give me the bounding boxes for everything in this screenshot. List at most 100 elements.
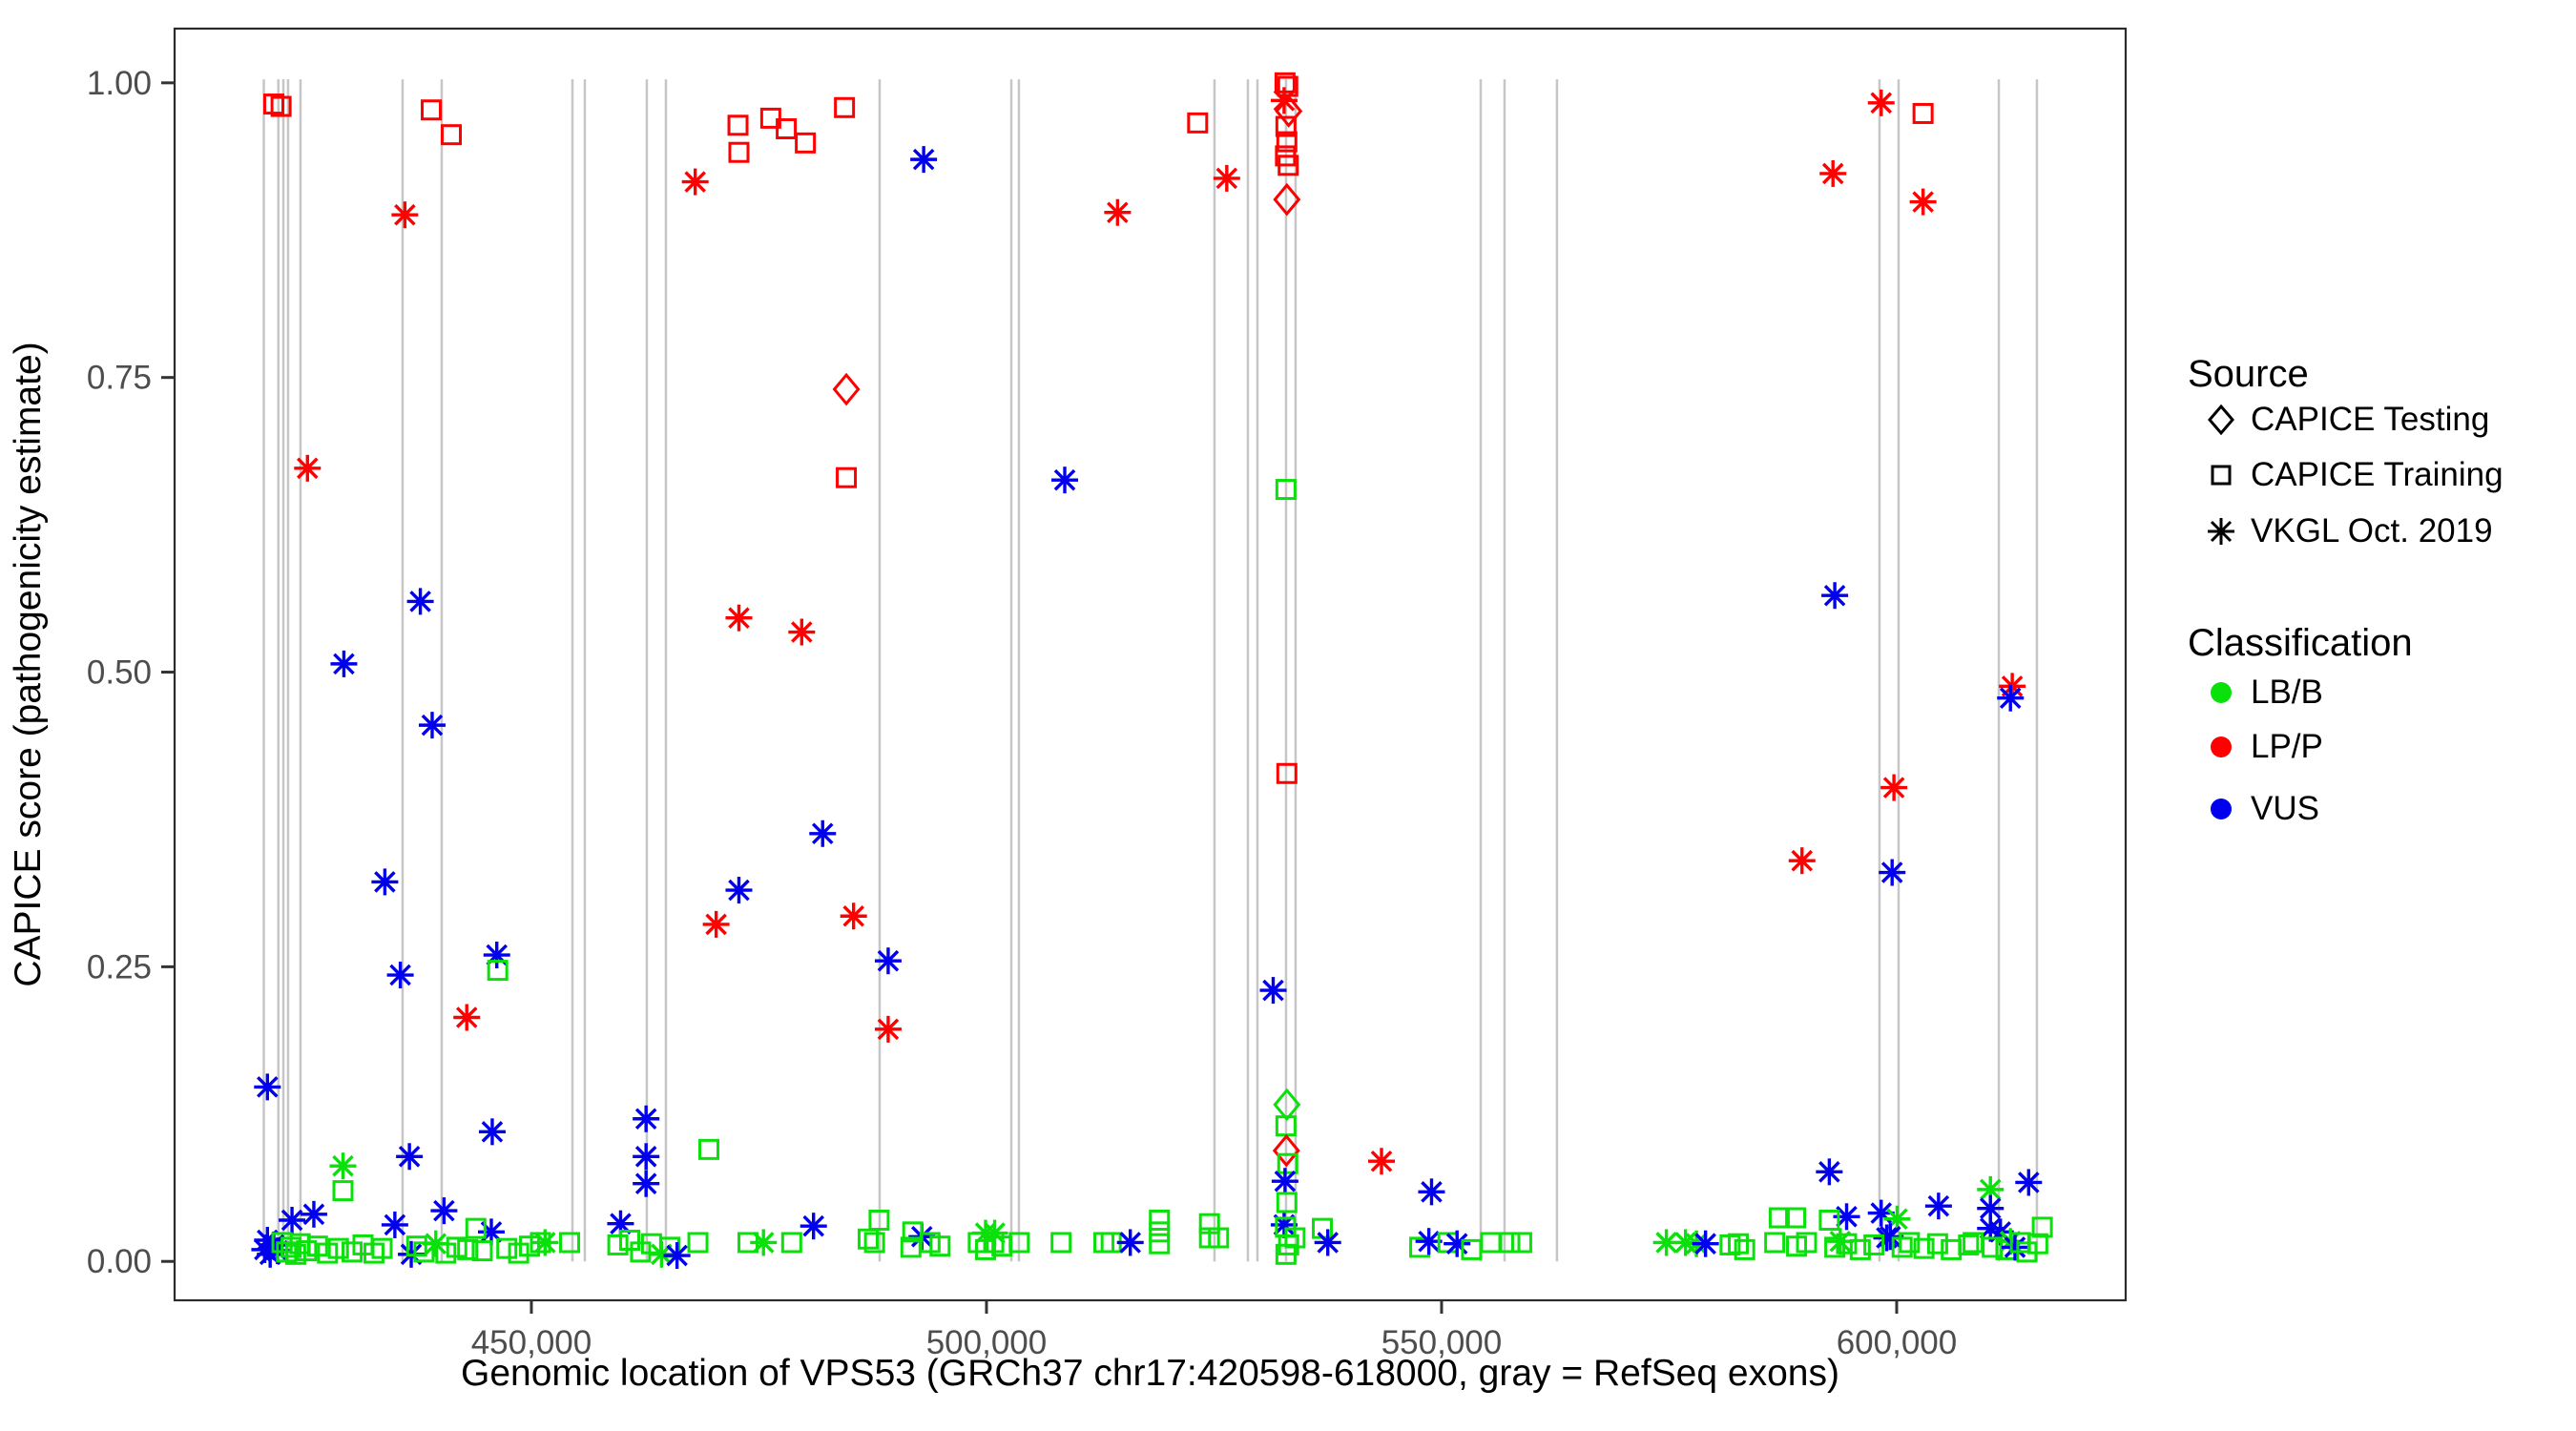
- point-square: [1149, 1221, 1171, 1243]
- point-diamond: [1273, 182, 1301, 217]
- point-asterisk: [1314, 1229, 1341, 1256]
- point-square: [868, 1209, 890, 1231]
- point-square: [465, 1217, 487, 1239]
- point-square: [327, 1237, 349, 1259]
- point-asterisk: [1788, 847, 1816, 875]
- point-square: [902, 1221, 924, 1243]
- legend-item-lpp: LP/P: [2192, 726, 2323, 768]
- point-square: [371, 1237, 393, 1259]
- point-asterisk: [874, 947, 902, 975]
- point-square: [1764, 1232, 1786, 1254]
- point-square: [487, 960, 509, 982]
- point-square: [342, 1241, 364, 1263]
- point-square: [836, 467, 858, 488]
- point-asterisk: [1833, 1203, 1860, 1231]
- point-asterisk: [396, 1143, 424, 1171]
- point-square: [1818, 1209, 1840, 1231]
- point-square: [1208, 1227, 1230, 1249]
- y-tick-label: 0.25: [87, 948, 152, 985]
- point-asterisk: [633, 1170, 660, 1197]
- point-asterisk: [478, 1118, 506, 1146]
- square-icon: [2192, 454, 2251, 496]
- point-square: [413, 1241, 435, 1263]
- point-square: [687, 1232, 709, 1254]
- point-asterisk: [300, 1200, 327, 1228]
- lbb-dot-icon: [2192, 672, 2251, 714]
- panel-border: [173, 27, 2128, 1302]
- vus-dot-icon: [2192, 788, 2251, 830]
- point-asterisk: [453, 1004, 481, 1031]
- legend-item-capice-testing: CAPICE Testing: [2192, 399, 2489, 441]
- point-square: [1275, 115, 1297, 137]
- point-square: [1149, 1209, 1171, 1231]
- point-asterisk: [406, 588, 434, 615]
- point-asterisk: [418, 712, 446, 739]
- point-asterisk: [788, 618, 816, 646]
- point-square: [435, 1242, 457, 1264]
- point-square: [1836, 1233, 1858, 1255]
- point-square: [1768, 1207, 1790, 1229]
- point-square: [1863, 1234, 1885, 1255]
- point-asterisk: [386, 962, 414, 989]
- point-square: [776, 118, 798, 140]
- point-square: [519, 1235, 541, 1257]
- point-asterisk: [279, 1206, 306, 1234]
- point-square: [296, 1240, 318, 1262]
- point-asterisk: [800, 1213, 827, 1240]
- legend-classification-title: Classification: [2188, 622, 2413, 664]
- diamond-icon: [2192, 399, 2251, 441]
- x-tick-label: 500,000: [926, 1324, 1048, 1361]
- point-square: [619, 1229, 641, 1251]
- point-asterisk: [910, 146, 938, 174]
- point-square: [1734, 1238, 1755, 1260]
- legend-item-label: VKGL Oct. 2019: [2251, 512, 2493, 550]
- point-asterisk: [1213, 164, 1240, 192]
- point-asterisk: [1051, 467, 1079, 494]
- legend-item-label: LP/P: [2251, 728, 2323, 765]
- point-asterisk: [663, 1242, 691, 1270]
- x-tick-label: 600,000: [1837, 1324, 1958, 1361]
- point-square: [1824, 1236, 1846, 1258]
- point-asterisk: [840, 902, 867, 930]
- legend-item-label: CAPICE Testing: [2251, 401, 2490, 438]
- point-square: [1796, 1232, 1818, 1254]
- point-diamond: [832, 372, 861, 406]
- y-axis-title: CAPICE score (pathogenicity estimate): [8, 342, 49, 986]
- point-asterisk: [1692, 1230, 1719, 1257]
- point-square: [759, 107, 781, 129]
- legend-classification: Classification: [2188, 620, 2413, 666]
- point-asterisk: [750, 1229, 778, 1256]
- point-square: [1276, 1192, 1298, 1213]
- point-asterisk: [1924, 1192, 1952, 1220]
- point-square: [1891, 1236, 1913, 1258]
- point-asterisk: [1368, 1148, 1396, 1175]
- y-tick-label: 0.75: [87, 360, 152, 397]
- point-asterisk: [633, 1105, 660, 1132]
- point-diamond: [1273, 1088, 1301, 1122]
- asterisk-icon: [2192, 510, 2251, 552]
- point-asterisk: [1977, 1194, 2005, 1222]
- point-asterisk: [531, 1229, 559, 1256]
- point-asterisk: [725, 604, 753, 632]
- point-asterisk: [1444, 1230, 1471, 1257]
- point-square: [262, 93, 284, 115]
- point-asterisk: [1880, 774, 1908, 801]
- point-square: [1276, 131, 1298, 153]
- point-asterisk: [2001, 1234, 2028, 1261]
- point-square: [834, 96, 856, 118]
- y-tick-label: 0.00: [87, 1243, 152, 1280]
- x-tick-label: 550,000: [1381, 1324, 1503, 1361]
- x-tick-label: 450,000: [471, 1324, 592, 1361]
- legend-item-capice-training: CAPICE Training: [2192, 454, 2503, 496]
- point-square: [1913, 1237, 1935, 1259]
- point-asterisk: [1821, 582, 1849, 610]
- y-tick-label: 1.00: [87, 65, 152, 102]
- point-asterisk: [391, 201, 419, 229]
- point-square: [1093, 1232, 1115, 1254]
- point-diamond: [1272, 1133, 1300, 1168]
- point-square: [1278, 155, 1299, 176]
- point-square: [2031, 1216, 2053, 1238]
- point-square: [1276, 762, 1298, 784]
- legend-item-lbb: LB/B: [2192, 672, 2323, 714]
